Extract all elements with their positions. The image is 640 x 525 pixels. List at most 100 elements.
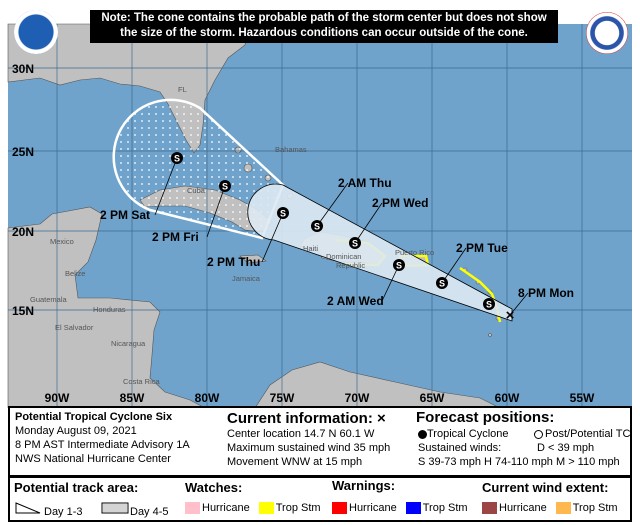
forecast-time-label: 2 AM Thu <box>338 176 392 190</box>
trop-storm-warning-swatch <box>405 502 421 515</box>
label-leader-line <box>154 157 178 216</box>
hurricane-wind-label: Hurricane <box>499 502 547 514</box>
lon-label: 70W <box>345 391 370 405</box>
jamaica <box>239 254 267 264</box>
label-leader-line <box>261 212 284 263</box>
place-label-republic: Republic <box>336 261 365 270</box>
forecast-point[interactable]: S 2 AM Thu <box>311 176 392 232</box>
tropical-storm-icon <box>171 152 183 164</box>
lon-label: 55W <box>570 391 595 405</box>
forecast-point[interactable]: S <box>483 298 495 310</box>
forecast-map: FL Bahamas Cuba Mexico Haiti DominicanRepubli… <box>7 23 632 408</box>
tropical-cyclone-icon <box>418 429 427 439</box>
forecast-time-label: 2 PM Tue <box>456 241 508 255</box>
wind-extent-title: Current wind extent: <box>482 480 609 495</box>
day-4-5-label: Day 4-5 <box>130 506 169 518</box>
place-labels: FL Bahamas Cuba Mexico Haiti DominicanRepubli… <box>30 85 434 386</box>
place-label-bahamas: Bahamas <box>275 145 307 154</box>
tropical-storm-icon <box>277 207 289 219</box>
tropical-storm-icon <box>311 220 323 232</box>
hurricane-watch-label: Hurricane <box>202 502 250 514</box>
place-label-guatemala: Guatemala <box>30 295 68 304</box>
movement: Movement WNW at 15 mph <box>227 456 363 468</box>
tropical-storm-icon <box>349 237 361 249</box>
wind-category-ranges: S 39-73 mph H 74-110 mph M > 110 mph <box>418 456 620 468</box>
nws-logo <box>586 12 628 54</box>
forecast-time-label: 2 PM Thu <box>207 255 260 269</box>
place-label-belize: Belize <box>65 269 85 278</box>
place-label-honduras: Honduras <box>93 305 126 314</box>
center-location: Center location 14.7 N 60.1 W <box>227 428 375 440</box>
tropical-storm-icon <box>393 259 405 271</box>
trop-storm-wind-label: Trop Stm <box>572 502 618 514</box>
lon-label: 80W <box>195 391 220 405</box>
lon-label: 90W <box>45 391 70 405</box>
forecast-time-label: 2 PM Sat <box>100 208 150 222</box>
lat-label: 20N <box>12 225 34 239</box>
forecast-point[interactable]: S 2 AM Wed <box>327 259 405 308</box>
post-tc-label: Post/Potential TC <box>545 428 631 440</box>
lat-lon-grid <box>8 24 632 408</box>
tropical-storm-icon <box>219 180 231 192</box>
sustained-winds-label: Sustained winds: <box>418 442 502 454</box>
place-label-cuba: Cuba <box>187 186 206 195</box>
storm-symbol: S <box>174 154 180 164</box>
forecast-positions-title: Forecast positions: <box>416 409 555 426</box>
label-leader-line <box>381 264 400 302</box>
lat-label: 15N <box>12 304 34 318</box>
lon-label: 65W <box>420 391 445 405</box>
trop-storm-watch-swatch <box>258 502 274 515</box>
advisory-date: Monday August 09, 2021 <box>15 425 137 437</box>
lat-label: 30N <box>12 62 34 76</box>
post-tc-icon <box>534 429 543 439</box>
tropical-storm-icon <box>436 277 448 289</box>
place-label-jamaica: Jamaica <box>232 274 261 283</box>
lon-label: 60W <box>495 391 520 405</box>
lon-label: 85W <box>120 391 145 405</box>
place-label-el-salvador: El Salvador <box>55 323 94 332</box>
watches-title: Watches: <box>185 480 243 495</box>
storm-symbol: S <box>352 239 358 249</box>
forecast-point[interactable]: S 2 PM Sat <box>100 152 183 222</box>
hurricane-warning-label: Hurricane <box>349 502 397 514</box>
current-info-title: Current information: × <box>227 410 386 427</box>
label-leader-line <box>509 292 529 316</box>
note-line-1: Note: The cone contains the probable pat… <box>101 12 547 24</box>
forecast-point[interactable]: ×8 PM Mon <box>506 286 574 324</box>
forecast-time-label: 2 PM Wed <box>372 196 428 210</box>
advisory-number: 8 PM AST Intermediate Advisory 1A <box>15 439 190 451</box>
forecast-point[interactable]: S 2 PM Thu <box>207 207 289 269</box>
storm-info-panel: Potential Tropical Cyclone Six Monday Au… <box>8 406 632 477</box>
legend-panel: Potential track area: Day 1-3 Day 4-5 Wa… <box>8 476 632 522</box>
forecast-point[interactable]: S 2 PM Fri <box>152 180 231 244</box>
forecast-point[interactable]: S 2 PM Tue <box>436 241 508 289</box>
lat-label: 25N <box>12 145 34 159</box>
track-area-title: Potential track area: <box>14 480 139 495</box>
hurricane-wind-swatch <box>482 502 497 515</box>
noaa-logo <box>14 10 58 54</box>
forecast-point[interactable]: S 2 PM Wed <box>349 196 428 249</box>
trop-storm-watch-label: Trop Stm <box>275 502 321 514</box>
forecast-time-label: 2 AM Wed <box>327 294 384 308</box>
trop-storm-wind-swatch <box>555 502 571 515</box>
place-label-haiti: Haiti <box>303 244 318 253</box>
storm-symbol: S <box>396 261 402 271</box>
forecast-time-label: 8 PM Mon <box>518 286 574 300</box>
tropical-storm-icon <box>483 298 495 310</box>
place-label-costa-rica: Costa Rica <box>123 377 161 386</box>
place-label-mexico: Mexico <box>50 237 74 246</box>
hurricane-watch-swatch <box>185 502 200 515</box>
label-leader-line <box>441 247 467 284</box>
cone-day-4-5 <box>112 98 285 240</box>
tropical-cyclone-label: Tropical Cyclone <box>427 428 509 440</box>
hurricane-warning-swatch <box>332 502 347 515</box>
lon-label: 75W <box>270 391 295 405</box>
label-leader-line <box>316 182 349 227</box>
forecast-time-label: 2 PM Fri <box>152 230 199 244</box>
warnings-title: Warnings: <box>332 478 396 493</box>
storm-symbol: S <box>280 209 286 219</box>
storm-symbol: S <box>314 222 320 232</box>
storm-name: Potential Tropical Cyclone Six <box>15 411 173 423</box>
day-1-3-cone-icon <box>15 502 41 514</box>
forecast-track: ×8 PM Mon S S 2 PM Tue S 2 AM Wed S 2 PM Wed S 2 … <box>100 152 574 324</box>
